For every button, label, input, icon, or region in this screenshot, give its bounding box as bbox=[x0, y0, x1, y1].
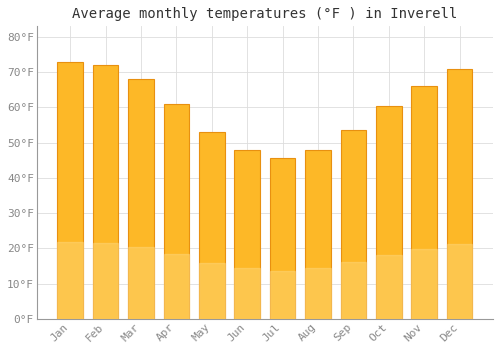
Bar bbox=[93, 243, 118, 319]
Title: Average monthly temperatures (°F ) in Inverell: Average monthly temperatures (°F ) in In… bbox=[72, 7, 458, 21]
Bar bbox=[412, 86, 437, 319]
Bar bbox=[376, 255, 402, 319]
Bar bbox=[270, 159, 295, 319]
Bar bbox=[340, 262, 366, 319]
Bar bbox=[128, 79, 154, 319]
Bar bbox=[199, 132, 224, 319]
Bar bbox=[164, 254, 189, 319]
Bar bbox=[234, 150, 260, 319]
Bar bbox=[93, 65, 118, 319]
Bar bbox=[164, 104, 189, 319]
Bar bbox=[270, 271, 295, 319]
Bar bbox=[447, 244, 472, 319]
Bar bbox=[376, 106, 402, 319]
Bar bbox=[128, 247, 154, 319]
Bar bbox=[305, 268, 330, 319]
Bar bbox=[58, 62, 83, 319]
Bar bbox=[305, 150, 330, 319]
Bar bbox=[58, 242, 83, 319]
Bar bbox=[199, 263, 224, 319]
Bar bbox=[234, 268, 260, 319]
Bar bbox=[447, 69, 472, 319]
Bar bbox=[340, 130, 366, 319]
Bar bbox=[412, 249, 437, 319]
